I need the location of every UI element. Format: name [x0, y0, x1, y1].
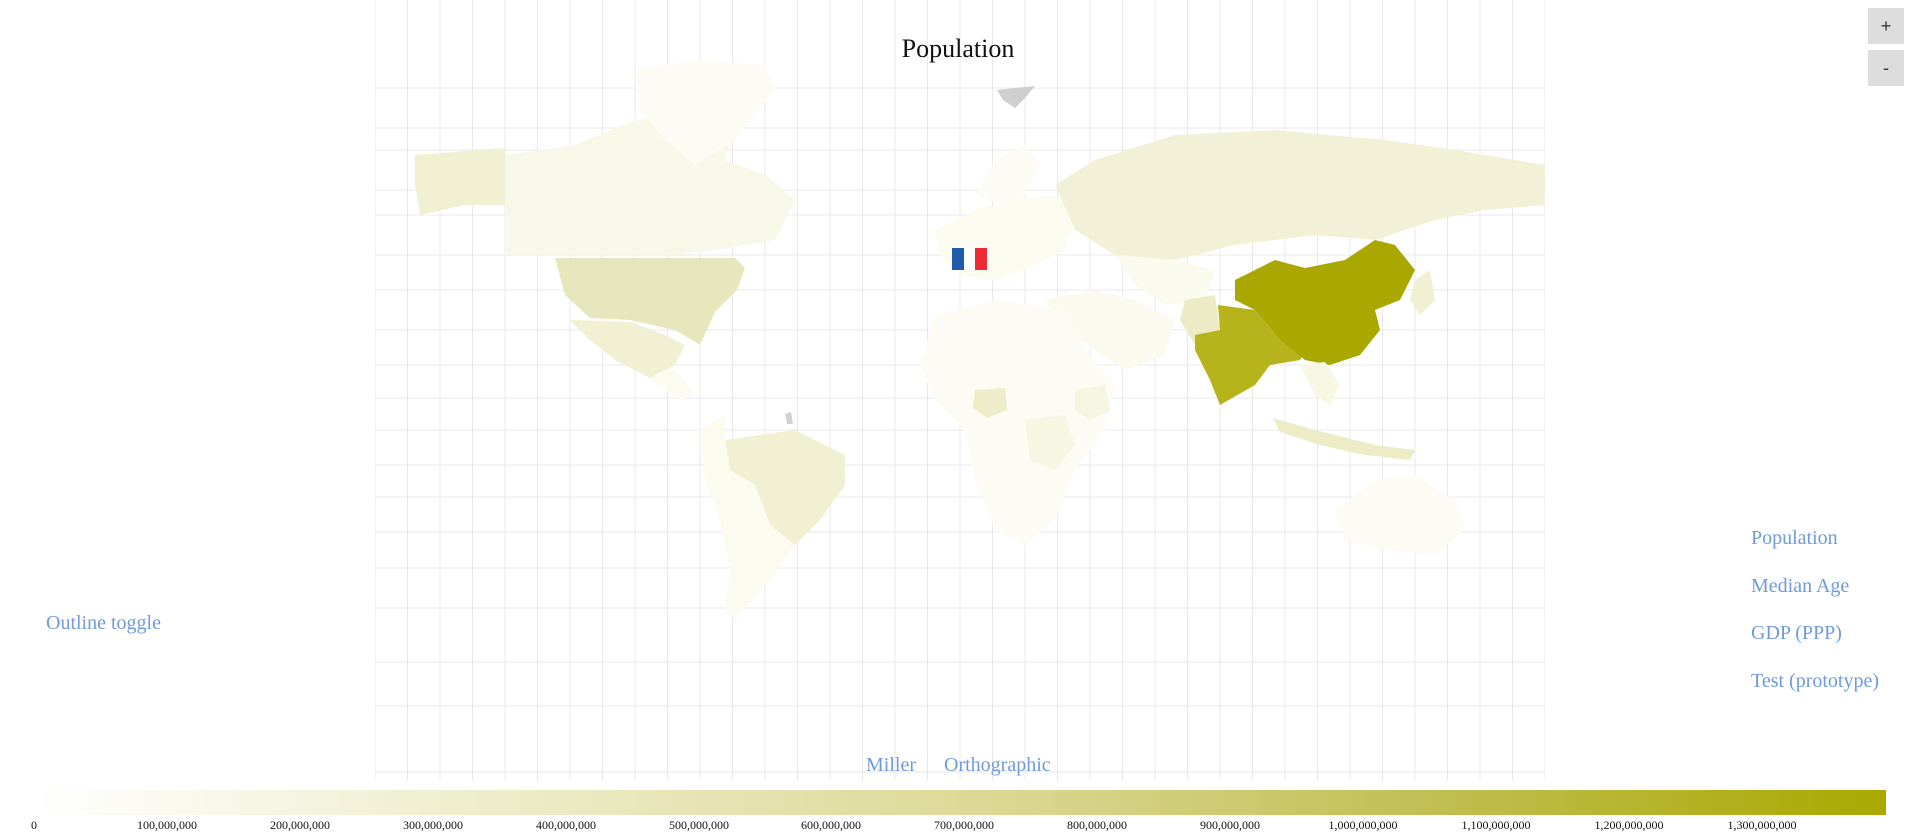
country-africa[interactable]	[920, 300, 1115, 545]
country-china[interactable]	[1235, 240, 1415, 365]
world-map[interactable]	[375, 0, 1545, 780]
dataset-population-link[interactable]: Population	[1751, 527, 1838, 549]
scale-label: 100,000,000	[137, 818, 197, 832]
france-flag-marker[interactable]	[952, 248, 987, 270]
projection-orthographic-link[interactable]: Orthographic	[944, 754, 1051, 776]
country-alaska[interactable]	[415, 148, 505, 215]
country-japan[interactable]	[1410, 270, 1435, 315]
scale-label: 600,000,000	[801, 818, 861, 832]
country-russia[interactable]	[1055, 130, 1545, 260]
color-scale-labels: 0 100,000,000 200,000,000 300,000,000 40…	[0, 818, 1916, 832]
scale-label: 700,000,000	[934, 818, 994, 832]
scale-label: 300,000,000	[403, 818, 463, 832]
country-mexico[interactable]	[570, 320, 685, 378]
country-central-asia[interactable]	[1115, 255, 1215, 305]
scale-label: 800,000,000	[1067, 818, 1127, 832]
scale-label: 900,000,000	[1200, 818, 1260, 832]
scale-label: 500,000,000	[669, 818, 729, 832]
country-united-states[interactable]	[555, 258, 745, 345]
country-indonesia[interactable]	[1273, 418, 1415, 460]
dataset-test-prototype-link[interactable]: Test (prototype)	[1751, 670, 1880, 692]
dataset-median-age-link[interactable]: Median Age	[1751, 575, 1850, 597]
projection-miller-link[interactable]: Miller	[866, 754, 916, 776]
scale-label: 0	[31, 818, 37, 832]
scale-label: 1,100,000,000	[1461, 818, 1531, 832]
map-svg[interactable]	[375, 0, 1545, 780]
country-svalbard[interactable]	[997, 86, 1035, 108]
dataset-gdp-ppp-link[interactable]: GDP (PPP)	[1751, 622, 1842, 644]
scale-label: 1,200,000,000	[1594, 818, 1664, 832]
country-central-america[interactable]	[650, 368, 695, 400]
country-canada[interactable]	[505, 110, 795, 255]
color-scale-bar	[34, 790, 1886, 815]
outline-toggle-link[interactable]: Outline toggle	[46, 612, 161, 634]
zoom-in-button[interactable]: +	[1868, 8, 1904, 44]
scale-label: 400,000,000	[536, 818, 596, 832]
country-nigeria[interactable]	[973, 388, 1007, 418]
country-scandinavia[interactable]	[975, 145, 1040, 205]
scale-label: 200,000,000	[270, 818, 330, 832]
country-dr-congo[interactable]	[1025, 415, 1075, 470]
country-venezuela-region[interactable]	[785, 412, 793, 424]
scale-label: 1,000,000,000	[1328, 818, 1398, 832]
zoom-out-button[interactable]: -	[1868, 50, 1904, 86]
country-middle-east[interactable]	[1045, 290, 1175, 370]
scale-label: 1,300,000,000	[1727, 818, 1797, 832]
country-brazil[interactable]	[725, 430, 845, 545]
country-australia[interactable]	[1335, 475, 1465, 555]
country-southeast-asia[interactable]	[1300, 362, 1340, 405]
country-india[interactable]	[1195, 305, 1310, 405]
country-ethiopia[interactable]	[1075, 385, 1110, 420]
country-south-america-west[interactable]	[700, 415, 795, 620]
country-greenland[interactable]	[635, 60, 775, 165]
